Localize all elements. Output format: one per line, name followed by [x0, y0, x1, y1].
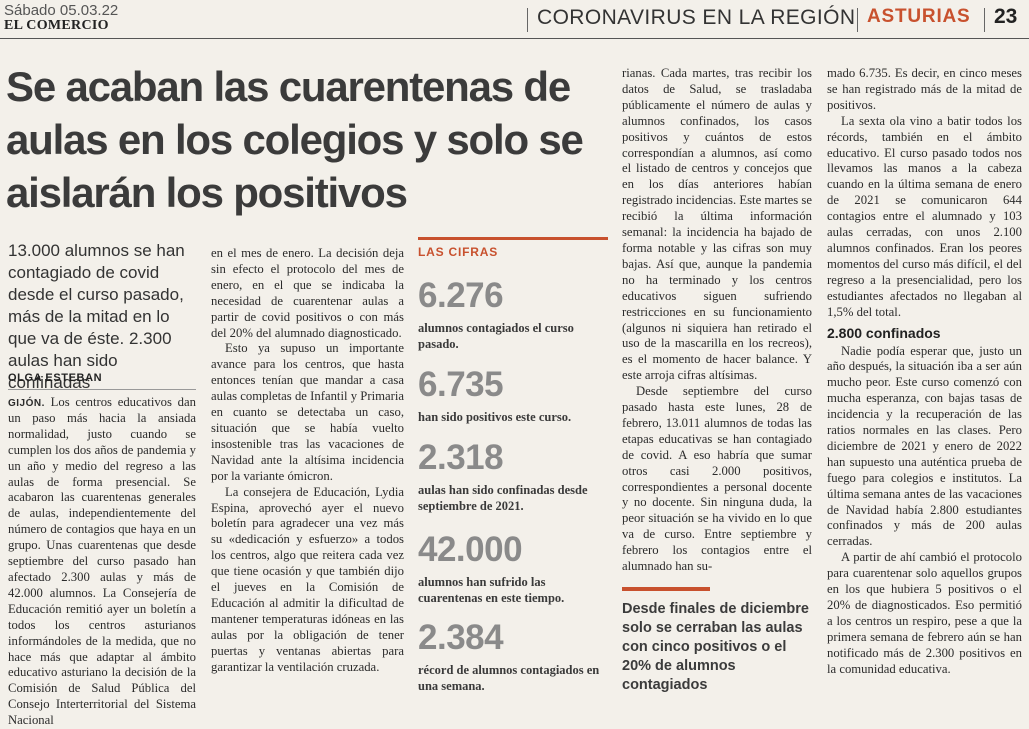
- cifra-number: 6.276: [418, 276, 504, 315]
- article-column-3: rianas. Cada martes, tras recibir los da…: [622, 66, 812, 575]
- cifra-text: récord de alumnos contagiados en una sem…: [418, 663, 600, 693]
- cifra-number: 2.318: [418, 438, 504, 477]
- headline: Se acaban las cuarentenas de aulas en lo…: [6, 63, 584, 216]
- article-paragraph: Desde septiembre del curso pasado hasta …: [622, 384, 812, 574]
- cifra-item: 2.318 aulas han sido confinadas desde se…: [418, 438, 608, 514]
- newspaper-name: EL COMERCIO: [4, 18, 109, 33]
- cifra-item: 2.384 récord de alumnos contagiados en u…: [418, 618, 608, 694]
- article-column-4: mado 6.735. Es decir, en cinco meses se …: [827, 66, 1022, 678]
- cifra-item: 42.000 alumnos han sufrido las cuarenten…: [418, 530, 608, 606]
- cifra-number: 2.384: [418, 618, 504, 657]
- pullquote-rule: [622, 587, 710, 591]
- cifra-text: alumnos contagiados el curso pasado.: [418, 321, 574, 351]
- article-paragraph: rianas. Cada martes, tras recibir los da…: [622, 66, 812, 383]
- cifra-item: 6.735 han sido positivos este curso.: [418, 365, 608, 425]
- section-title: CORONAVIRUS EN LA REGIÓN: [537, 6, 856, 29]
- cifra-text: han sido positivos este curso.: [418, 410, 572, 424]
- article-column-1: GIJÓN. Los centros educativos dan un pas…: [8, 395, 196, 729]
- byline-rule: [8, 389, 196, 390]
- region-label: ASTURIAS: [867, 6, 971, 27]
- cifra-number: 6.735: [418, 365, 504, 404]
- article-paragraph: A partir de ahí cambió el protocolo para…: [827, 550, 1022, 676]
- cifras-label: LAS CIFRAS: [418, 245, 498, 259]
- dateline: GIJÓN.: [8, 398, 45, 409]
- section-heading: 2.800 confinados: [827, 324, 941, 341]
- page-number: 23: [994, 5, 1018, 28]
- pullquote: Desde finales de diciembre solo se cerra…: [622, 601, 809, 693]
- header-rule: [0, 38, 1029, 39]
- article-paragraph: mado 6.735. Es decir, en cinco meses se …: [827, 66, 1022, 112]
- article-paragraph: Esto ya supuso un importante avance para…: [211, 341, 404, 483]
- article-column-2: en el mes de enero. La decisión deja sin…: [211, 246, 404, 675]
- cifra-text: alumnos han sufrido las cuarentenas en e…: [418, 575, 565, 605]
- subheadline: 13.000 alumnos se han contagiado de covi…: [8, 241, 185, 392]
- article-paragraph: en el mes de enero. La decisión deja sin…: [211, 246, 404, 340]
- paragraph-text: Los centros educativos dan un paso más h…: [8, 395, 196, 728]
- header-divider: [527, 8, 528, 32]
- cifra-number: 42.000: [418, 530, 523, 569]
- header-divider: [857, 8, 858, 32]
- header-divider: [984, 8, 985, 32]
- issue-date: Sábado 05.03.22: [4, 2, 119, 19]
- cifra-text: aulas han sido confinadas desde septiemb…: [418, 483, 588, 513]
- cifras-rule: [418, 237, 608, 240]
- cifra-item: 6.276 alumnos contagiados el curso pasad…: [418, 276, 608, 352]
- article-paragraph: Nadie podía esperar que, justo un año de…: [827, 343, 1022, 549]
- article-paragraph: La consejera de Educación, Lydia Espina,…: [211, 484, 404, 674]
- article-paragraph: La sexta ola vino a batir todos los réco…: [827, 113, 1022, 319]
- byline: OLGA ESTEBAN: [8, 372, 103, 384]
- article-paragraph: GIJÓN. Los centros educativos dan un pas…: [8, 395, 196, 729]
